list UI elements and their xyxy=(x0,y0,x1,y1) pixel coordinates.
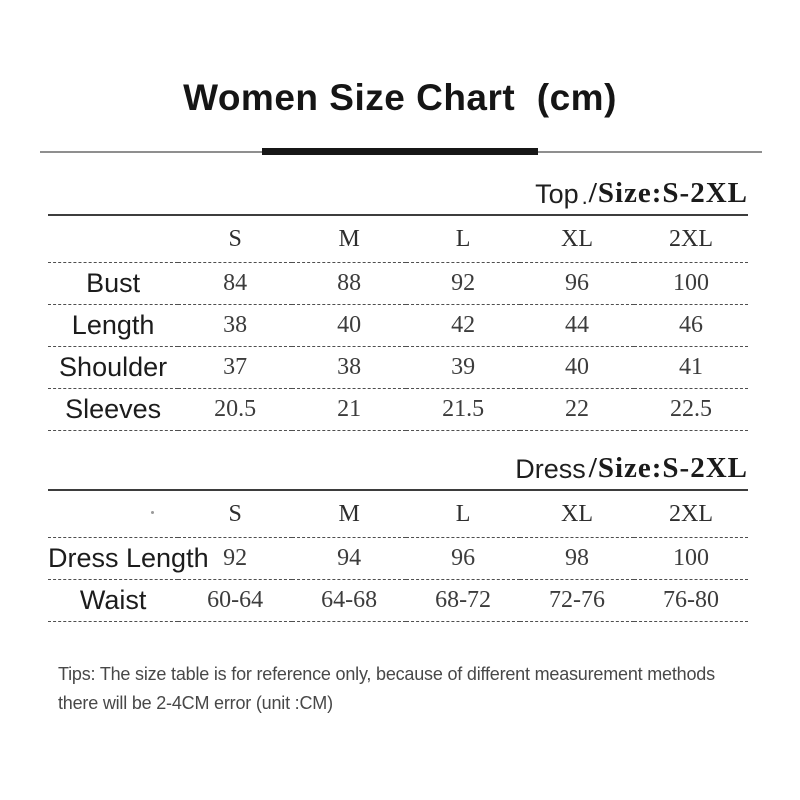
length-value-s: 38 xyxy=(178,304,293,347)
sleeves-value-2xl: 22.5 xyxy=(634,388,748,431)
table-row-length: Length 38 40 42 44 46 xyxy=(48,304,748,347)
table-row-dress-length: Dress Length 92 94 96 98 100 xyxy=(48,537,748,580)
length-value-l: 42 xyxy=(406,304,521,347)
title-underline xyxy=(0,148,800,155)
top-size-col-m: M xyxy=(292,216,407,263)
table-row-waist: Waist 60-64 64-68 68-72 72-76 76-80 xyxy=(48,579,748,622)
table-row-bust: Bust 84 88 92 96 100 xyxy=(48,262,748,305)
top-size-header-row: S M L XL 2XL xyxy=(48,216,748,263)
chart-content: Top . /Size:S-2XL S M L XL 2XL Bust 84 8… xyxy=(48,155,748,718)
waist-value-l: 68-72 xyxy=(406,579,521,622)
dress-size-col-l: L xyxy=(406,491,521,538)
dress-length-value-2xl: 100 xyxy=(634,537,748,580)
sleeves-value-s: 20.5 xyxy=(178,388,293,431)
row-label-sleeves: Sleeves xyxy=(48,388,179,431)
dress-length-value-s: 92 xyxy=(178,537,293,580)
top-section-header: Top . /Size:S-2XL xyxy=(48,155,748,216)
top-section-size-range: /Size:S-2XL xyxy=(588,177,748,209)
length-value-m: 40 xyxy=(292,304,407,347)
underline-thick-bar xyxy=(262,148,538,155)
tips-line-1: Tips: The size table is for reference on… xyxy=(58,664,715,684)
bust-value-l: 92 xyxy=(406,262,521,305)
row-label-shoulder: Shoulder xyxy=(48,346,179,389)
print-speck xyxy=(151,511,155,514)
shoulder-value-l: 39 xyxy=(406,346,521,389)
dress-size-col-xl: XL xyxy=(520,491,634,538)
row-label-dress-length: Dress Length xyxy=(48,537,209,580)
table-row-shoulder: Shoulder 37 38 39 40 41 xyxy=(48,346,748,389)
waist-value-2xl: 76-80 xyxy=(634,579,748,622)
sleeves-value-m: 21 xyxy=(292,388,407,431)
shoulder-value-2xl: 41 xyxy=(634,346,748,389)
top-size-table: S M L XL 2XL Bust 84 88 92 96 100 Length… xyxy=(48,216,748,431)
dress-size-col-s: S xyxy=(178,491,293,538)
dress-length-value-m: 94 xyxy=(292,537,407,580)
dress-size-col-2xl: 2XL xyxy=(634,491,748,538)
waist-value-s: 60-64 xyxy=(178,579,293,622)
dress-corner-cell xyxy=(48,491,179,538)
shoulder-value-s: 37 xyxy=(178,346,293,389)
top-size-col-xl: XL xyxy=(520,216,634,263)
page-title: Women Size Chart (cm) xyxy=(183,77,617,118)
tips-line-2: there will be 2-4CM error (unit :CM) xyxy=(58,693,333,713)
length-value-2xl: 46 xyxy=(634,304,748,347)
row-label-length: Length xyxy=(48,304,179,347)
dress-length-value-xl: 98 xyxy=(520,537,634,580)
bust-value-s: 84 xyxy=(178,262,293,305)
sleeves-value-xl: 22 xyxy=(520,388,634,431)
dress-section-size-range: /Size:S-2XL xyxy=(588,452,748,484)
bust-value-xl: 96 xyxy=(520,262,634,305)
dress-section-header: Dress /Size:S-2XL xyxy=(48,431,748,491)
length-value-xl: 44 xyxy=(520,304,634,347)
tips-note: Tips: The size table is for reference on… xyxy=(58,660,748,718)
top-size-col-l: L xyxy=(406,216,521,263)
dress-section-label: Dress xyxy=(515,454,586,484)
waist-value-m: 64-68 xyxy=(292,579,407,622)
top-corner-cell xyxy=(48,216,179,263)
top-section-dot: . xyxy=(581,184,588,209)
table-row-sleeves: Sleeves 20.5 21 21.5 22 22.5 xyxy=(48,388,748,431)
bust-value-m: 88 xyxy=(292,262,407,305)
bust-value-2xl: 100 xyxy=(634,262,748,305)
row-label-bust: Bust xyxy=(48,262,179,305)
dress-length-value-l: 96 xyxy=(406,537,521,580)
top-size-col-s: S xyxy=(178,216,293,263)
top-size-col-2xl: 2XL xyxy=(634,216,748,263)
shoulder-value-m: 38 xyxy=(292,346,407,389)
top-section-label: Top xyxy=(535,179,579,209)
dress-size-header-row: S M L XL 2XL xyxy=(48,491,748,538)
waist-value-xl: 72-76 xyxy=(520,579,634,622)
dress-size-col-m: M xyxy=(292,491,407,538)
row-label-waist: Waist xyxy=(48,579,179,622)
shoulder-value-xl: 40 xyxy=(520,346,634,389)
sleeves-value-l: 21.5 xyxy=(406,388,521,431)
dress-size-table: S M L XL 2XL Dress Length 92 94 96 98 10… xyxy=(48,491,748,622)
